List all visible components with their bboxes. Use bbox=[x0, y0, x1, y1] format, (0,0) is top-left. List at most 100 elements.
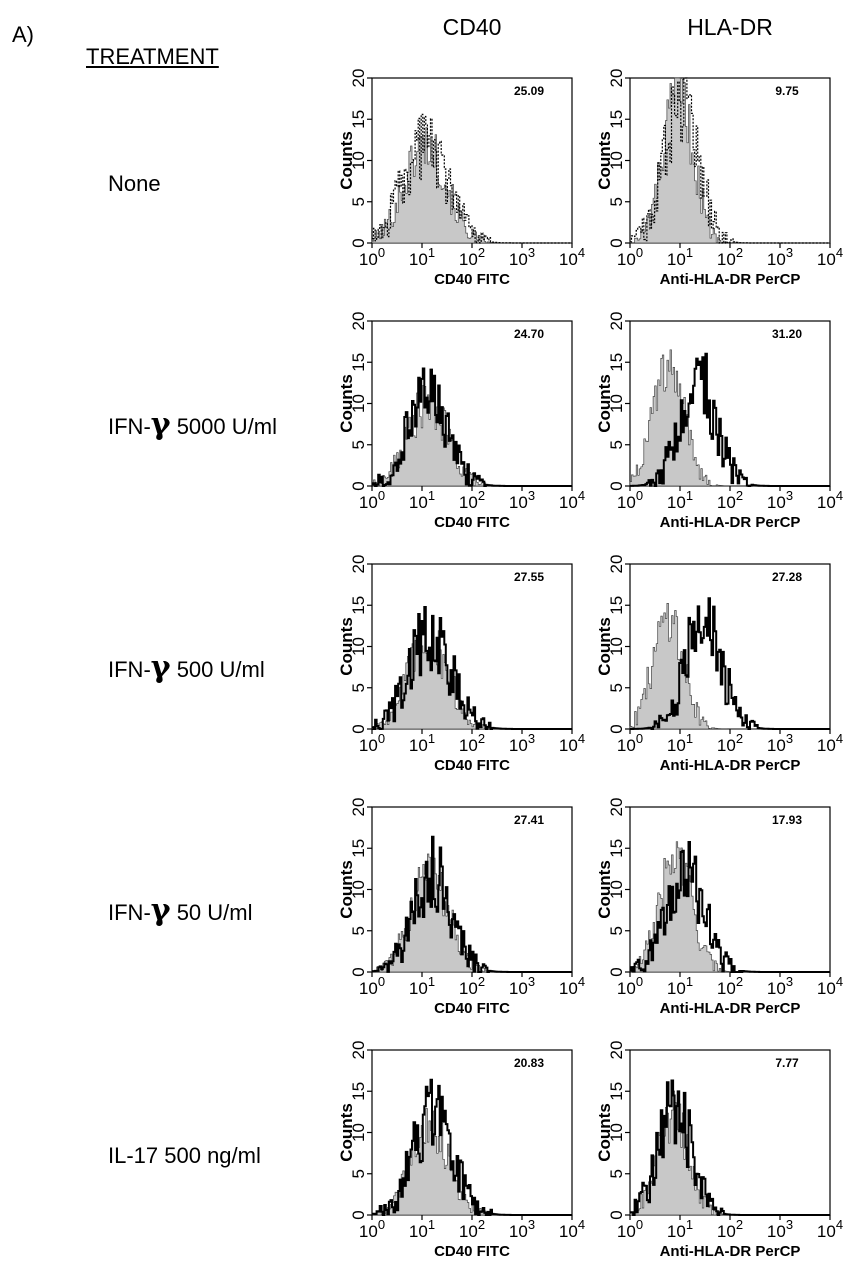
y-tick-label: 5 bbox=[349, 1169, 368, 1178]
x-tick-label: 102 bbox=[459, 1217, 485, 1241]
y-tick-label: 0 bbox=[607, 724, 626, 733]
treated-histogram bbox=[372, 367, 572, 487]
treatment-label: None bbox=[108, 171, 161, 196]
x-tick-label: 101 bbox=[409, 974, 435, 998]
control-histogram bbox=[629, 77, 830, 244]
y-tick-label: 20 bbox=[349, 1041, 368, 1060]
y-tick-label: 10 bbox=[349, 637, 368, 656]
y-tick-label: 10 bbox=[349, 151, 368, 170]
x-tick-label: 104 bbox=[817, 731, 843, 755]
y-axis-label: Counts bbox=[595, 860, 614, 919]
y-tick-label: 20 bbox=[607, 312, 626, 331]
treatment-label: IFN-γ 50 U/ml bbox=[108, 893, 253, 928]
x-tick-label: 103 bbox=[767, 488, 793, 512]
value-label: 25.09 bbox=[514, 84, 544, 98]
x-tick-label: 104 bbox=[817, 245, 843, 269]
treatment-label: IFN-γ 500 U/ml bbox=[108, 650, 265, 685]
x-tick-label: 103 bbox=[767, 731, 793, 755]
y-tick-label: 15 bbox=[349, 110, 368, 129]
treated-histogram bbox=[630, 77, 830, 244]
y-tick-label: 20 bbox=[349, 798, 368, 817]
x-axis-label: Anti-HLA-DR PerCP bbox=[660, 1000, 801, 1017]
treated-histogram bbox=[630, 597, 830, 730]
x-tick-label: 103 bbox=[509, 488, 535, 512]
treated-histogram bbox=[372, 835, 572, 973]
y-tick-label: 10 bbox=[607, 880, 626, 899]
x-tick-label: 102 bbox=[459, 488, 485, 512]
x-tick-label: 102 bbox=[717, 488, 743, 512]
y-tick-label: 10 bbox=[349, 880, 368, 899]
x-tick-label: 102 bbox=[717, 731, 743, 755]
y-tick-label: 5 bbox=[607, 440, 626, 449]
y-axis-label: Counts bbox=[337, 374, 356, 433]
x-axis-label: CD40 FITC bbox=[434, 271, 510, 288]
y-tick-label: 15 bbox=[349, 353, 368, 372]
treatment-label: IL-17 500 ng/ml bbox=[108, 1143, 261, 1168]
value-label: 7.77 bbox=[775, 1056, 799, 1070]
y-tick-label: 0 bbox=[349, 1210, 368, 1219]
y-tick-label: 20 bbox=[607, 69, 626, 88]
treated-histogram bbox=[630, 841, 830, 973]
y-axis-label: Counts bbox=[595, 131, 614, 190]
y-tick-label: 15 bbox=[607, 353, 626, 372]
y-tick-label: 15 bbox=[607, 596, 626, 615]
x-tick-label: 102 bbox=[717, 1217, 743, 1241]
value-label: 27.41 bbox=[514, 813, 544, 827]
x-tick-label: 104 bbox=[559, 245, 585, 269]
treatment-header: TREATMENT bbox=[86, 44, 219, 69]
x-axis-label: Anti-HLA-DR PerCP bbox=[660, 514, 801, 531]
x-tick-label: 104 bbox=[817, 1217, 843, 1241]
value-label: 27.55 bbox=[514, 570, 544, 584]
y-tick-label: 10 bbox=[349, 1123, 368, 1142]
y-tick-label: 15 bbox=[607, 1082, 626, 1101]
x-tick-label: 104 bbox=[817, 974, 843, 998]
x-tick-label: 104 bbox=[559, 488, 585, 512]
x-tick-label: 103 bbox=[767, 974, 793, 998]
panel-label: A) bbox=[12, 22, 34, 47]
column-header-cd40: CD40 bbox=[442, 14, 502, 40]
treated-histogram bbox=[372, 1078, 572, 1216]
x-tick-label: 102 bbox=[459, 731, 485, 755]
y-axis-label: Counts bbox=[337, 860, 356, 919]
treated-histogram bbox=[630, 352, 830, 487]
y-axis-label: Counts bbox=[337, 1103, 356, 1162]
y-tick-label: 15 bbox=[349, 839, 368, 858]
x-tick-label: 104 bbox=[559, 1217, 585, 1241]
y-tick-label: 15 bbox=[607, 110, 626, 129]
x-axis-label: Anti-HLA-DR PerCP bbox=[660, 1243, 801, 1260]
y-tick-label: 0 bbox=[607, 238, 626, 247]
y-tick-label: 5 bbox=[349, 683, 368, 692]
value-label: 27.28 bbox=[772, 570, 802, 584]
x-tick-label: 101 bbox=[409, 731, 435, 755]
x-tick-label: 101 bbox=[667, 245, 693, 269]
y-tick-label: 10 bbox=[607, 637, 626, 656]
y-tick-label: 0 bbox=[607, 481, 626, 490]
y-tick-label: 5 bbox=[607, 197, 626, 206]
y-tick-label: 10 bbox=[607, 394, 626, 413]
x-tick-label: 103 bbox=[509, 731, 535, 755]
y-tick-label: 5 bbox=[349, 197, 368, 206]
y-tick-label: 20 bbox=[607, 1041, 626, 1060]
y-axis-label: Counts bbox=[337, 131, 356, 190]
x-axis-label: Anti-HLA-DR PerCP bbox=[660, 271, 801, 288]
treatment-label: IFN-γ 5000 U/ml bbox=[108, 407, 277, 442]
y-tick-label: 5 bbox=[607, 683, 626, 692]
x-tick-label: 103 bbox=[509, 974, 535, 998]
x-tick-label: 101 bbox=[409, 245, 435, 269]
y-tick-label: 15 bbox=[349, 1082, 368, 1101]
value-label: 24.70 bbox=[514, 327, 544, 341]
value-label: 9.75 bbox=[775, 84, 799, 98]
y-tick-label: 15 bbox=[349, 596, 368, 615]
y-tick-label: 5 bbox=[607, 1169, 626, 1178]
y-tick-label: 0 bbox=[349, 724, 368, 733]
y-tick-label: 0 bbox=[607, 967, 626, 976]
